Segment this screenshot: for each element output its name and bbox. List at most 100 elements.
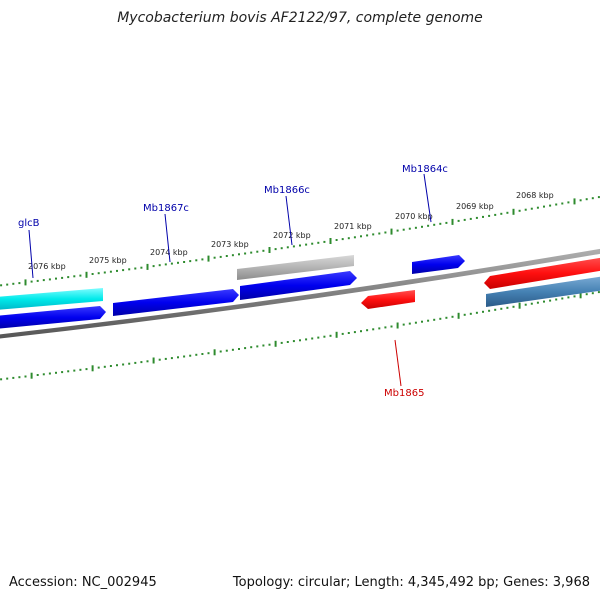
ruler-outer-major-tick (207, 255, 210, 262)
ruler-outer-minor-tick (12, 282, 15, 285)
ruler-inner-minor-tick (433, 318, 436, 321)
ruler-inner-major-tick (396, 322, 399, 329)
ruler-outer-minor-tick (518, 209, 521, 212)
ruler-inner-minor-tick (12, 376, 15, 379)
ruler-inner-minor-tick (360, 330, 362, 333)
ruler-inner-minor-tick (280, 341, 283, 344)
ruler-inner-minor-tick (164, 357, 167, 360)
ruler-inner-minor-tick (329, 334, 332, 337)
ruler-outer-minor-tick (213, 256, 216, 259)
ruler-outer-minor-tick (195, 259, 198, 262)
ruler-outer-minor-tick (585, 198, 588, 201)
ruler-outer-minor-tick (591, 197, 594, 200)
ruler-outer-minor-tick (36, 279, 39, 282)
ruler-inner-minor-tick (195, 353, 198, 356)
gene-Mb1867c[interactable] (113, 289, 239, 316)
gene-label-Mb1866c: Mb1866c (264, 185, 310, 196)
ruler-outer-minor-tick (109, 270, 112, 273)
ruler-inner-minor-tick (67, 370, 70, 373)
ruler-outer-minor-tick (475, 216, 478, 219)
ruler-outer-minor-tick (0, 284, 3, 287)
ruler-inner-minor-tick (140, 361, 143, 364)
ruler-outer-minor-tick (299, 244, 301, 247)
ruler-outer-minor-tick (408, 227, 411, 230)
ruler-outer-minor-tick (116, 269, 118, 272)
gene-Mb1866c-gray[interactable] (237, 255, 354, 280)
ruler-inner-minor-tick (122, 363, 125, 366)
ruler-outer-minor-tick (457, 219, 460, 222)
ruler-outer-major-tick (146, 263, 149, 270)
ruler-inner-minor-tick (36, 374, 39, 376)
ruler-inner-minor-tick (256, 345, 259, 348)
ruler-outer-minor-tick (341, 238, 344, 241)
ruler-outer-minor-tick (122, 269, 125, 272)
ruler-outer-minor-tick (91, 273, 94, 275)
ruler-outer-minor-tick (48, 278, 51, 281)
ruler-outer-minor-tick (372, 233, 375, 236)
ruler-inner-major-tick (91, 365, 94, 372)
ruler-inner-minor-tick (469, 312, 472, 315)
leader-Mb1865 (394, 339, 402, 387)
ruler-outer-minor-tick (579, 199, 582, 202)
ruler-inner-minor-tick (292, 340, 295, 343)
gene-label-Mb1865: Mb1865 (384, 388, 424, 399)
ruler-outer-minor-tick (530, 207, 533, 210)
gene-red-right-upper[interactable] (484, 257, 600, 289)
gene-glcB[interactable] (0, 288, 103, 310)
ruler-outer-minor-tick (231, 254, 234, 257)
ruler-outer-minor-tick (42, 279, 45, 282)
ruler-inner-minor-tick (268, 343, 271, 346)
ruler-inner-minor-tick (445, 316, 448, 319)
gene-label-Mb1867c: Mb1867c (143, 203, 189, 214)
ruler-inner-minor-tick (475, 311, 478, 314)
gene-Mb1865[interactable] (361, 290, 415, 309)
ruler-outer-minor-tick (463, 218, 466, 221)
ruler-outer-minor-tick (164, 263, 167, 266)
ruler-inner-minor-tick (183, 355, 186, 358)
ruler-outer-minor-tick (140, 266, 143, 269)
ruler-outer-minor-tick (79, 274, 82, 277)
ruler-inner-major-tick (518, 302, 521, 309)
ruler-inner-minor-tick (585, 293, 588, 296)
ruler-outer-major-tick (85, 271, 88, 278)
ruler-labels: 2076 kbp 2075 kbp 2074 kbp 2073 kbp 2072… (28, 191, 554, 271)
ruler-inner-minor-tick (286, 341, 289, 343)
ruler-inner-minor-tick (353, 331, 356, 334)
page-title: Mycobacterium bovis AF2122/97, complete … (117, 10, 483, 26)
ruler-inner-major-tick (335, 331, 338, 338)
ruler-outer-minor-tick (30, 280, 33, 283)
gene-left-blue[interactable] (0, 306, 106, 329)
ruler-outer-minor-tick (323, 240, 326, 243)
tick-label-2071: 2071 kbp (334, 222, 372, 231)
ruler-outer-major-tick (268, 247, 271, 253)
ruler-outer-minor-tick (378, 232, 381, 235)
ruler-inner-minor-tick (561, 297, 564, 300)
ruler-outer-minor-tick (506, 211, 509, 214)
ruler-inner-minor-tick (177, 356, 179, 359)
gene-Mb1866c[interactable] (240, 271, 357, 300)
ruler-outer-minor-tick (177, 261, 179, 264)
ruler-inner-minor-tick (225, 349, 228, 352)
ruler-outer-minor-tick (134, 267, 137, 270)
ruler-outer-minor-tick (421, 225, 423, 228)
ruler-outer-minor-tick (524, 208, 527, 211)
ruler-inner-minor-tick (311, 337, 314, 340)
ruler-outer-minor-tick (543, 205, 545, 208)
ruler-inner-minor-tick (567, 296, 570, 299)
ruler-inner-minor-tick (384, 326, 387, 329)
ruler-inner-major-tick (274, 340, 277, 347)
gene-steelblue-right[interactable] (486, 276, 600, 307)
ruler-outer-minor-tick (366, 234, 369, 237)
ruler-outer-minor-tick (317, 241, 320, 244)
ruler-inner-minor-tick (427, 319, 430, 322)
tick-label-2072: 2072 kbp (273, 231, 311, 240)
ruler-outer-minor-tick (433, 223, 436, 226)
ruler-inner-minor-tick (390, 325, 393, 328)
leader-Mb1867c (164, 213, 171, 263)
ruler-inner-minor-tick (494, 308, 497, 311)
ruler-inner-minor-tick (24, 375, 27, 378)
gene-Mb1864c[interactable] (412, 255, 465, 274)
ruler-outer-major-tick (329, 238, 332, 244)
ruler-inner-minor-tick (536, 301, 539, 304)
